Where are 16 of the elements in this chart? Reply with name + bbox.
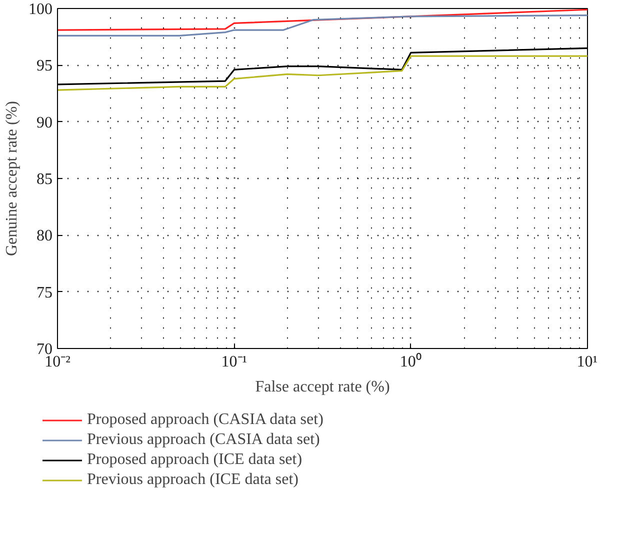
legend-label: Proposed approach (ICE data set) <box>87 451 302 469</box>
x-axis-title: False accept rate (%) <box>255 378 390 396</box>
y-tick-label: 80 <box>36 228 52 245</box>
y-tick-label: 90 <box>36 114 52 132</box>
legend-label: Previous approach (ICE data set) <box>87 471 298 489</box>
x-tick-label: 10⁻¹ <box>221 354 248 370</box>
y-tick-label: 95 <box>36 58 52 75</box>
x-tick-label: 10⁻² <box>44 354 71 370</box>
legend-label: Proposed approach (CASIA data set) <box>87 411 324 429</box>
x-tick-label: 10⁰ <box>400 352 422 370</box>
y-axis-title: Genuine accept rate (%) <box>4 100 20 256</box>
y-tick-label: 85 <box>36 171 52 188</box>
x-tick-label: 10¹ <box>576 354 598 370</box>
y-tick-label: 75 <box>36 284 52 302</box>
y-tick-label: 100 <box>28 1 52 18</box>
legend-label: Previous approach (CASIA data set) <box>87 431 320 449</box>
